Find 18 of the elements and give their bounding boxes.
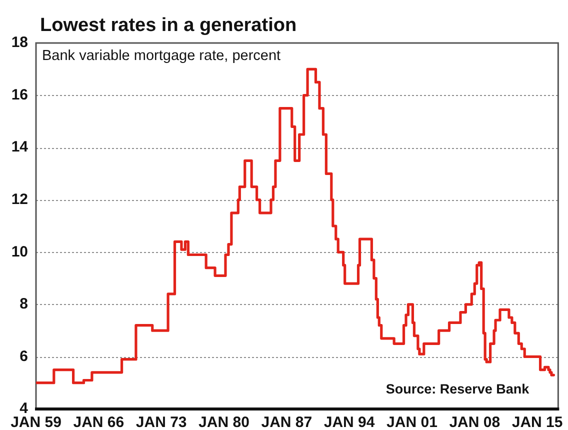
y-tick-label: 6 [20,348,28,365]
x-tick-label: JAN 94 [324,414,376,430]
x-tick-label: JAN 15 [512,414,563,430]
x-tick-label: JAN 08 [449,414,500,430]
x-tick-label: JAN 87 [261,414,312,430]
y-tick-label: 8 [20,296,28,313]
x-tick-label: JAN 01 [386,414,438,430]
y-tick-label: 14 [11,138,29,156]
x-tick-label: JAN 66 [73,414,124,430]
y-tick-label: 18 [11,34,28,52]
annotation: Source: Reserve Bank [386,382,530,397]
x-tick-label: JAN 73 [136,414,187,430]
y-tick-label: 16 [11,86,28,104]
x-tick-label: JAN 80 [198,414,250,430]
y-tick-label: 12 [11,191,28,208]
chart-subtitle: Bank variable mortgage rate, percent [42,48,281,64]
chart-title: Lowest rates in a generation [40,15,297,36]
y-tick-label: 10 [11,243,28,260]
